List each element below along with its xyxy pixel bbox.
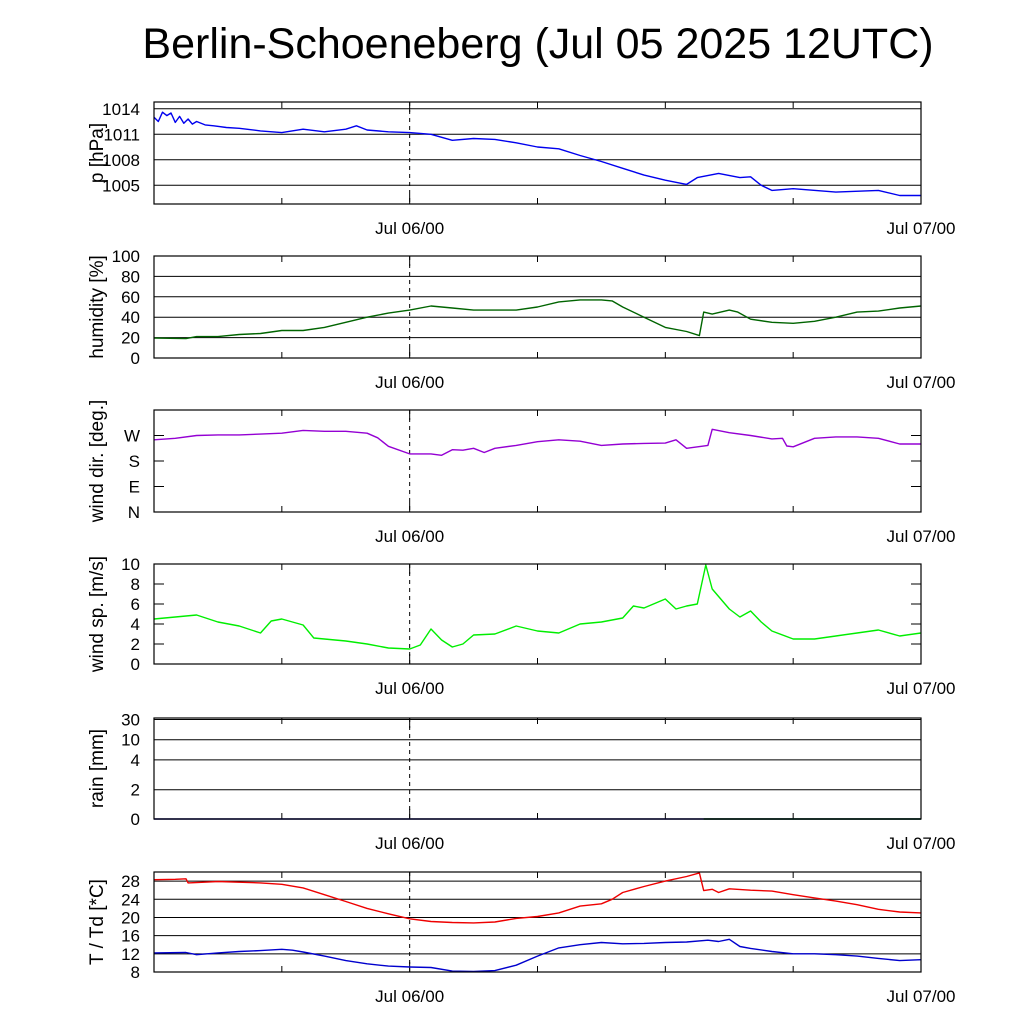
x-tick-label: Jul 07/00 bbox=[887, 987, 956, 1006]
y-tick-label: 10 bbox=[121, 555, 140, 574]
y-tick-label: 0 bbox=[131, 810, 140, 829]
temperature-series-line-0 bbox=[153, 872, 922, 924]
plot-frame bbox=[153, 255, 922, 359]
y-tick-label: 20 bbox=[121, 329, 140, 348]
plot-frame bbox=[153, 101, 922, 205]
y-tick-label: 4 bbox=[131, 615, 140, 634]
plot-frame bbox=[153, 409, 922, 513]
y-tick-label: 10 bbox=[121, 731, 140, 750]
y-tick-label: 1011 bbox=[103, 125, 140, 144]
x-tick-label: Jul 06/00 bbox=[375, 373, 444, 392]
y-tick-label: 80 bbox=[121, 267, 140, 286]
y-tick-label: 20 bbox=[121, 908, 140, 927]
x-tick-label: Jul 06/00 bbox=[375, 987, 444, 1006]
wind-speed-series-line-0 bbox=[153, 564, 922, 650]
wind-direction-series-line-0 bbox=[153, 428, 921, 456]
y-tick-label: 6 bbox=[131, 595, 140, 614]
y-tick-label: 2 bbox=[131, 635, 140, 654]
page-title: Berlin-Schoeneberg (Jul 05 2025 12UTC) bbox=[142, 20, 934, 68]
plot-frame bbox=[153, 563, 922, 665]
humidity-series-line-0 bbox=[153, 299, 922, 340]
y-tick-label: S bbox=[129, 452, 140, 471]
y-tick-label: 1008 bbox=[102, 151, 140, 170]
y-tick-label: 60 bbox=[121, 288, 140, 307]
y-tick-label: W bbox=[124, 427, 140, 446]
y-tick-label: 0 bbox=[131, 655, 140, 674]
y-axis-label: wind sp. [m/s] bbox=[87, 556, 108, 673]
x-tick-label: Jul 06/00 bbox=[375, 527, 444, 546]
x-tick-label: Jul 07/00 bbox=[887, 219, 956, 238]
y-axis-label: T / Td [*C] bbox=[87, 879, 108, 965]
y-axis-label: wind dir. [deg.] bbox=[87, 400, 108, 524]
y-axis-label: humidity [%] bbox=[87, 255, 108, 358]
y-tick-label: 100 bbox=[112, 247, 140, 266]
temperature-series-line-1 bbox=[153, 938, 922, 973]
y-tick-label: 4 bbox=[131, 751, 140, 770]
y-axis-label: rain [mm] bbox=[87, 729, 108, 808]
y-tick-label: 0 bbox=[131, 349, 140, 368]
y-tick-label: 2 bbox=[131, 781, 140, 800]
plot-frame bbox=[153, 717, 922, 820]
y-tick-label: 24 bbox=[121, 890, 140, 909]
x-tick-label: Jul 07/00 bbox=[887, 834, 956, 853]
y-tick-label: 1005 bbox=[102, 176, 140, 195]
y-tick-label: 30 bbox=[121, 711, 140, 730]
y-tick-label: 1014 bbox=[102, 100, 140, 119]
y-tick-label: 12 bbox=[121, 945, 140, 964]
x-tick-label: Jul 07/00 bbox=[887, 373, 956, 392]
y-axis-label: p [hPa] bbox=[87, 123, 108, 183]
y-tick-label: 28 bbox=[121, 872, 140, 891]
x-tick-label: Jul 07/00 bbox=[887, 679, 956, 698]
x-tick-label: Jul 06/00 bbox=[375, 834, 444, 853]
x-tick-label: Jul 07/00 bbox=[887, 527, 956, 546]
y-tick-label: 8 bbox=[131, 963, 140, 982]
y-tick-label: N bbox=[128, 503, 140, 522]
pressure-panel: 1005 1008 1011 1014 Jul 06/00 Jul 07/00 p [hPa… bbox=[87, 100, 956, 238]
pressure-series-line-0 bbox=[153, 111, 921, 197]
x-tick-label: Jul 06/00 bbox=[375, 219, 444, 238]
y-tick-label: 16 bbox=[121, 927, 140, 946]
y-tick-label: 8 bbox=[131, 575, 140, 594]
x-tick-label: Jul 06/00 bbox=[375, 679, 444, 698]
plot-frame bbox=[153, 871, 922, 973]
y-tick-label: E bbox=[129, 478, 140, 497]
y-tick-label: 40 bbox=[121, 308, 140, 327]
